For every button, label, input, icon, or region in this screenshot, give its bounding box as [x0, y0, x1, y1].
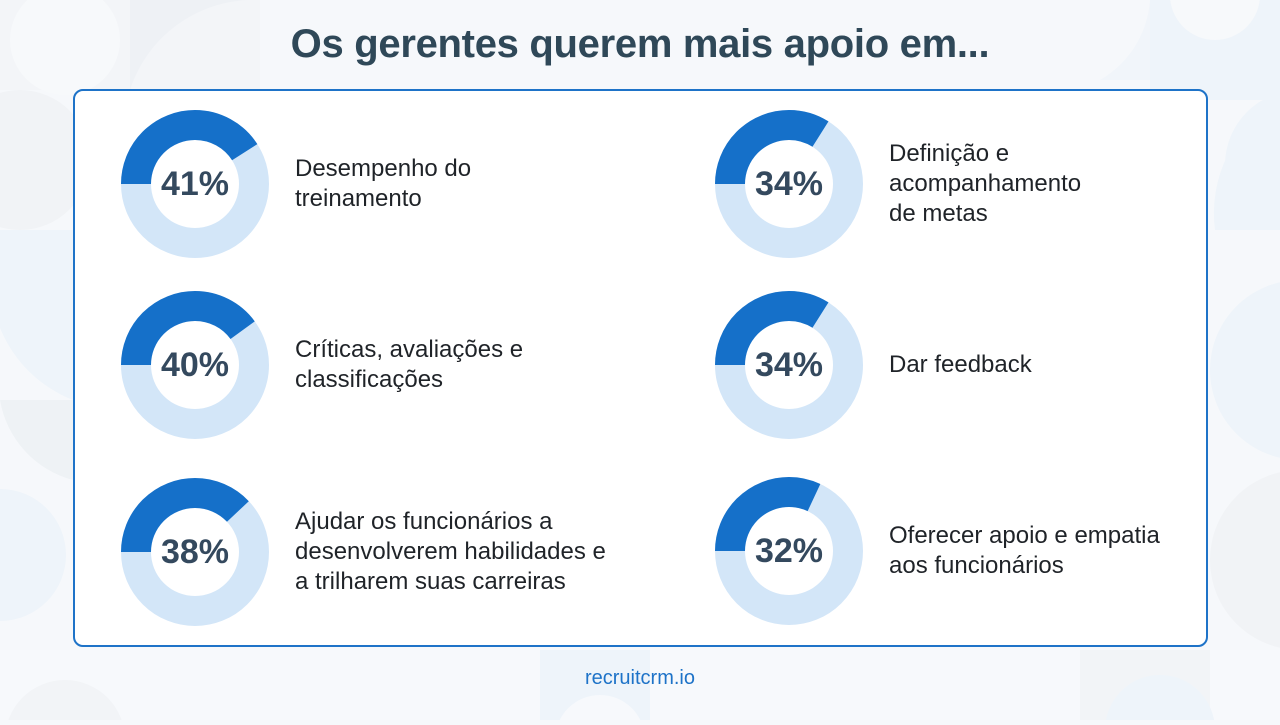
percent-value: 34%	[754, 164, 824, 203]
donut-chart: 34%	[713, 289, 865, 441]
source-link[interactable]: recruitcrm.io	[584, 667, 695, 689]
stat-label: Desempenho do treinamento	[295, 155, 472, 212]
donut-chart: 40%	[119, 289, 271, 441]
stats-card: 41% Desempenho do treinamento 34% Defini…	[73, 89, 1208, 647]
stat-label: Definição e acompanhamento de metas	[889, 140, 1082, 227]
stat-label: Dar feedback	[889, 351, 1032, 378]
page-title: Os gerentes querem mais apoio em...	[0, 22, 1280, 67]
donut-chart: 38%	[119, 476, 271, 628]
percent-value: 40%	[160, 345, 230, 384]
stat-label: Ajudar os funcionários a desenvolverem h…	[295, 508, 606, 595]
donut-chart: 32%	[713, 475, 865, 627]
percent-value: 38%	[160, 532, 230, 571]
percent-value: 34%	[754, 345, 824, 384]
stat-item-training: 41% Desempenho do treinamento	[119, 108, 471, 260]
stat-item-empathy: 32% Oferecer apoio e empatia aos funcion…	[713, 475, 1160, 627]
donut-chart: 34%	[713, 108, 865, 260]
stat-item-skills: 38% Ajudar os funcionários a desenvolver…	[119, 476, 606, 628]
stat-label: Críticas, avaliações e classificações	[295, 336, 524, 393]
donut-chart: 41%	[119, 108, 271, 260]
percent-value: 41%	[160, 164, 230, 203]
stat-item-feedback: 34% Dar feedback	[713, 289, 1032, 441]
percent-value: 32%	[754, 531, 824, 570]
title-text: Os gerentes querem mais apoio em...	[274, 22, 1006, 66]
stat-label: Oferecer apoio e empatia aos funcionário…	[889, 522, 1160, 579]
stat-item-reviews: 40% Críticas, avaliações e classificaçõe…	[119, 289, 523, 441]
stat-item-goals: 34% Definição e acompanhamento de metas	[713, 108, 1081, 260]
